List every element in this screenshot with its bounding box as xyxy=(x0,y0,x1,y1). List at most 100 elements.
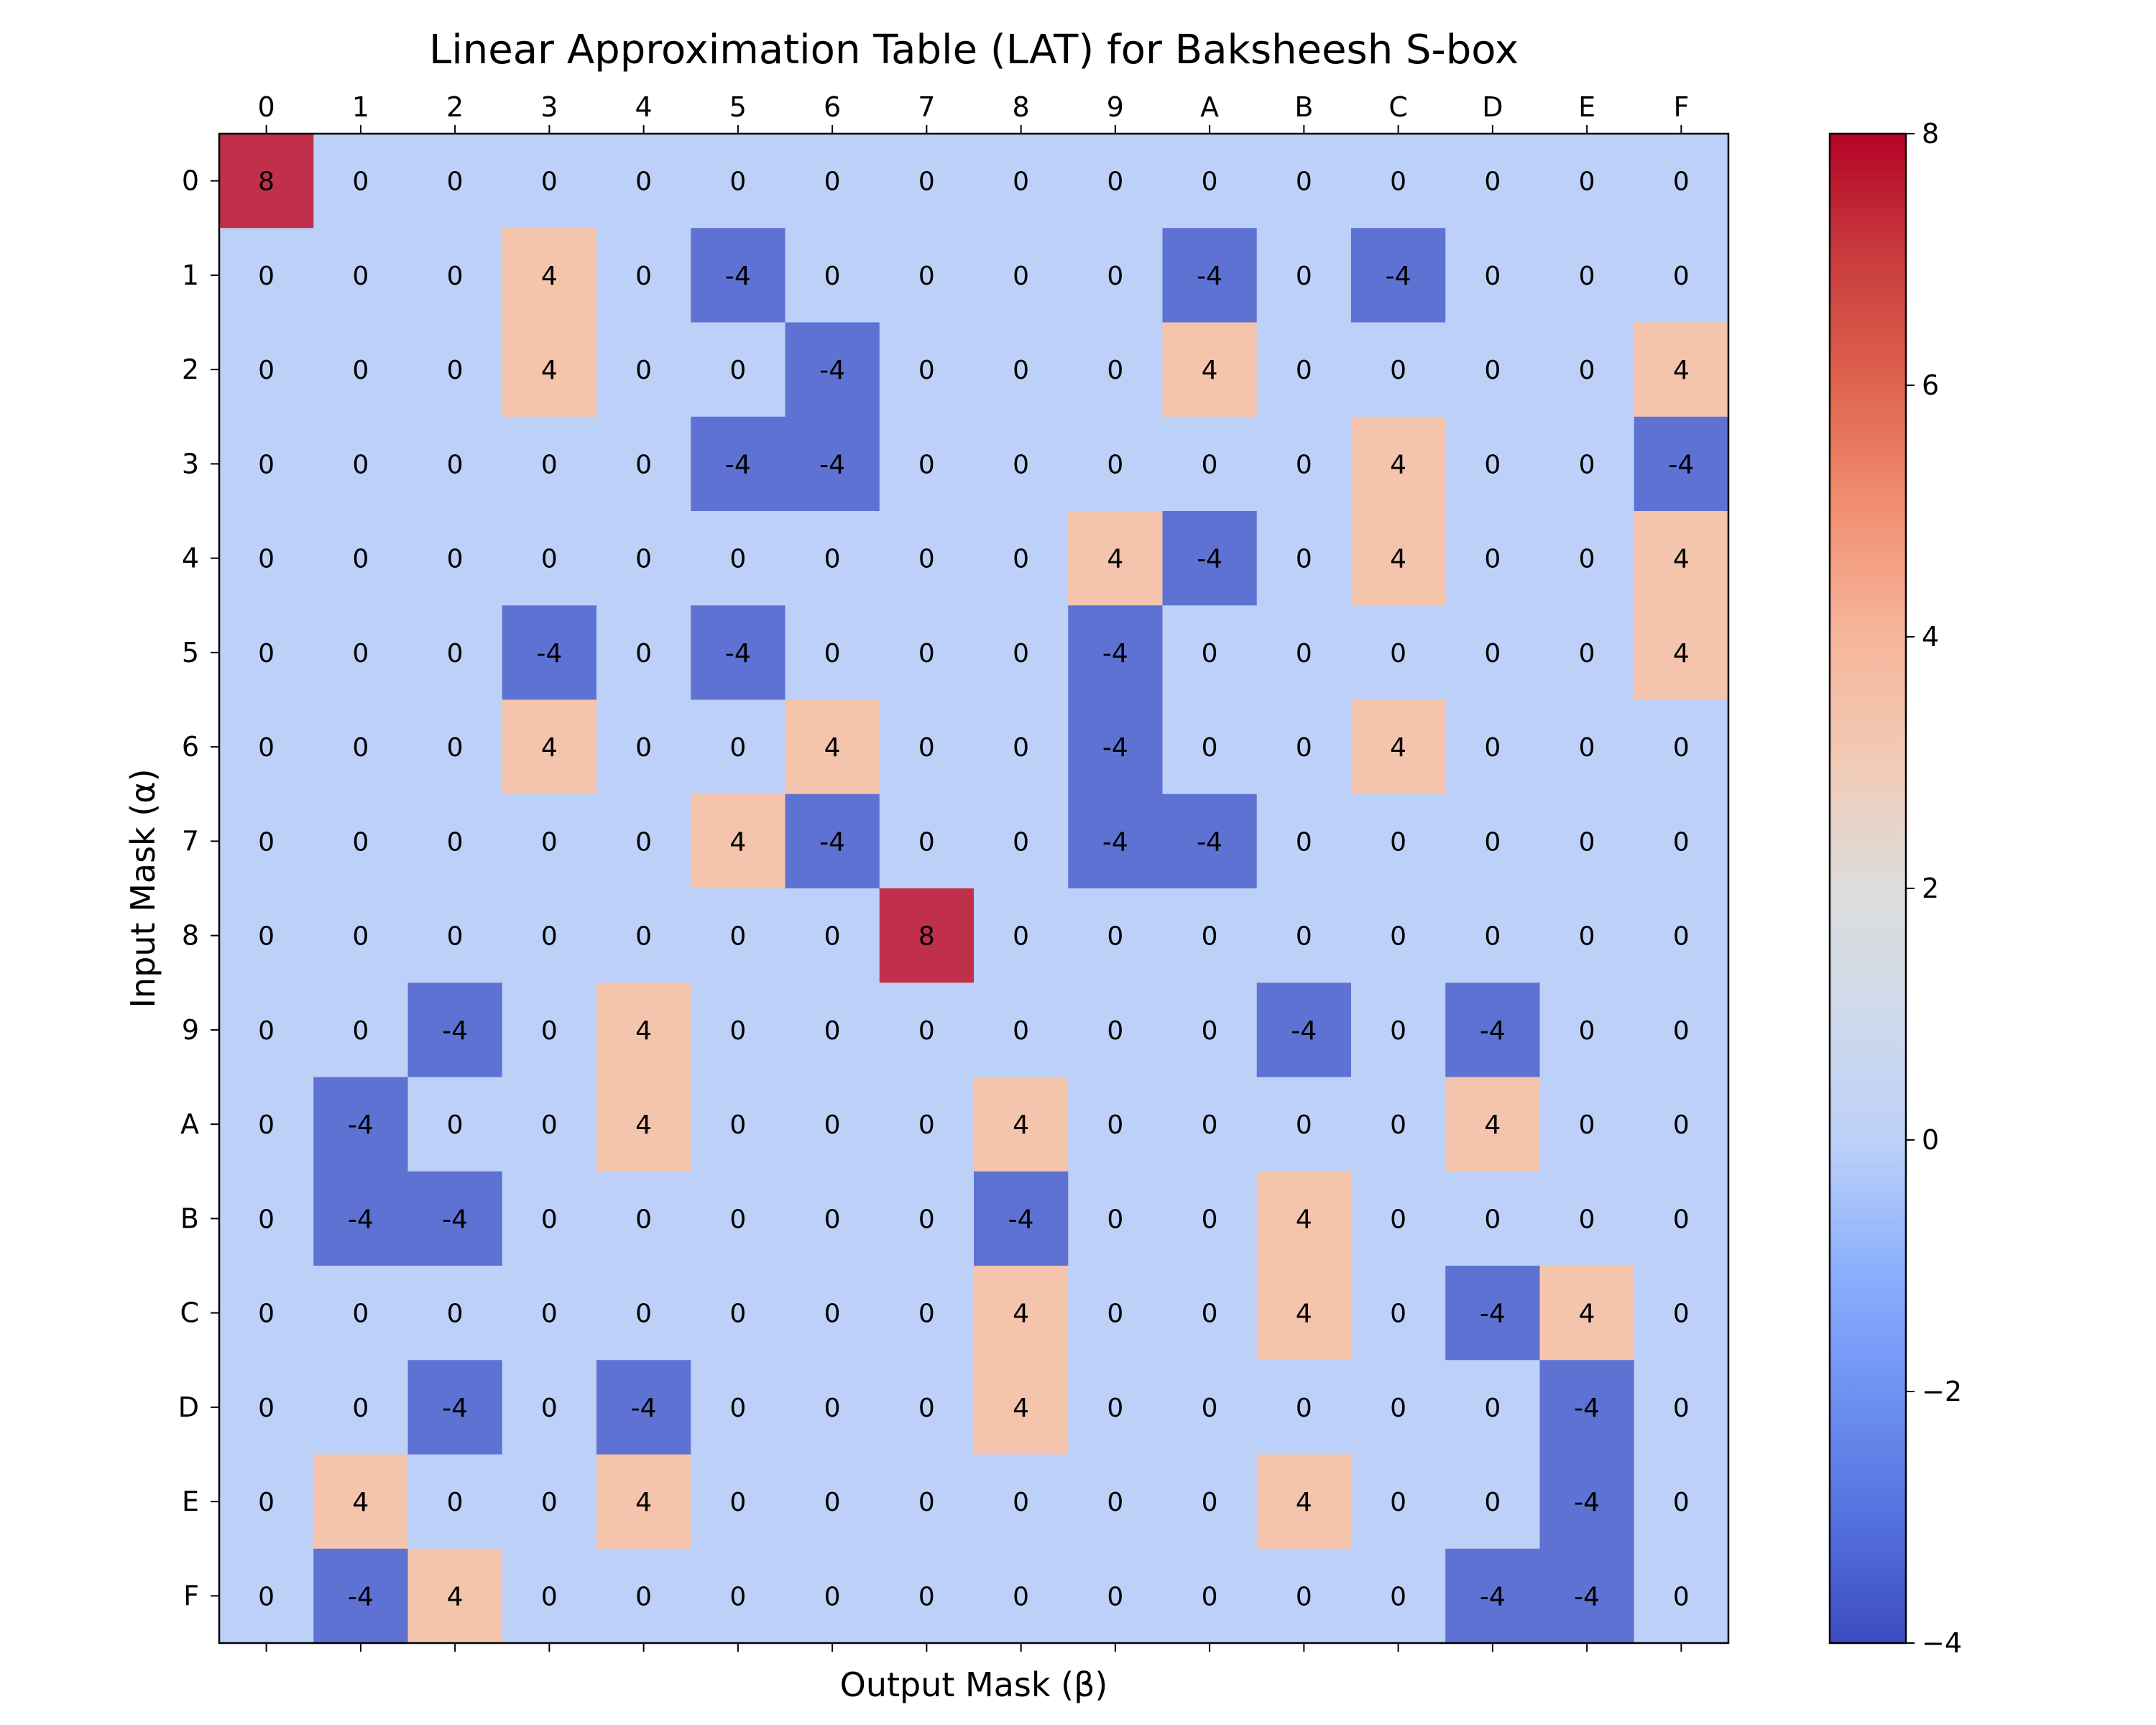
cell-value-label: 0 xyxy=(258,1300,275,1329)
heatmap-cell xyxy=(1351,1171,1446,1266)
cell-value-label: 8 xyxy=(918,922,935,952)
cell-value-label: 0 xyxy=(1673,827,1690,857)
heatmap-cell xyxy=(1068,699,1164,795)
cell-value-label: 0 xyxy=(258,1394,275,1423)
heatmap-cell xyxy=(1256,1171,1352,1266)
cell-value-label: 0 xyxy=(541,1110,558,1140)
cell-value-label: 4 xyxy=(1673,545,1690,574)
cell-value-label: 0 xyxy=(541,1300,558,1329)
cell-value-label: 4 xyxy=(635,1488,652,1517)
cell-value-label: 0 xyxy=(352,1016,369,1046)
cell-value-label: 0 xyxy=(1296,167,1312,197)
heatmap-cell xyxy=(785,134,880,229)
cell-value-label: 0 xyxy=(1673,1300,1690,1329)
heatmap-cell xyxy=(1256,322,1352,418)
cell-value-label: 0 xyxy=(1673,1488,1690,1517)
heatmap-cell xyxy=(1068,983,1164,1078)
cell-value-label: 0 xyxy=(918,450,935,479)
cell-value-label: 0 xyxy=(729,356,746,385)
cell-value-label: 0 xyxy=(258,545,275,574)
heatmap-cell xyxy=(691,983,786,1078)
cell-value-label: 4 xyxy=(1390,545,1406,574)
cell-value-label: 0 xyxy=(824,545,841,574)
cell-value-label: 0 xyxy=(1484,545,1501,574)
cell-value-label: 0 xyxy=(1296,450,1312,479)
heatmap-cell xyxy=(1351,1266,1446,1361)
cell-value-label: 0 xyxy=(1107,1300,1123,1329)
heatmap-cell xyxy=(219,794,314,889)
cell-value-label: 0 xyxy=(258,639,275,668)
cell-value-label: 0 xyxy=(1579,733,1595,763)
heatmap-cell xyxy=(313,605,409,701)
heatmap-cell xyxy=(691,605,786,701)
cell-value-label: 0 xyxy=(1673,1110,1690,1140)
cell-value-label: 0 xyxy=(1484,450,1501,479)
cell-value-label: 4 xyxy=(824,733,841,763)
cell-value-label: 4 xyxy=(1296,1300,1312,1329)
cell-value-label: 0 xyxy=(824,922,841,952)
heatmap-cell xyxy=(785,1454,880,1550)
heatmap-cell xyxy=(1162,1454,1258,1550)
y-tick-label: 7 xyxy=(182,825,199,857)
cell-value-label: 0 xyxy=(352,639,369,668)
heatmap-cell xyxy=(502,699,597,795)
heatmap-cell xyxy=(502,228,597,323)
cell-value-label: 4 xyxy=(1296,1488,1312,1517)
heatmap-cell xyxy=(691,1360,786,1455)
cell-value-label: 0 xyxy=(918,1582,935,1611)
x-tick-label: 4 xyxy=(635,91,653,123)
heatmap-cell xyxy=(1634,1360,1729,1455)
cell-value-label: 4 xyxy=(635,1110,652,1140)
y-tick-label: 6 xyxy=(182,731,199,763)
cell-value-label: 0 xyxy=(1107,262,1123,291)
cell-value-label: 0 xyxy=(824,262,841,291)
cell-value-label: -4 xyxy=(631,1394,657,1423)
cell-value-label: -4 xyxy=(1668,450,1694,479)
heatmap-cell xyxy=(596,1171,691,1266)
cell-value-label: 0 xyxy=(352,450,369,479)
cell-value-label: 4 xyxy=(1202,356,1218,385)
cell-value-label: -4 xyxy=(1480,1300,1506,1329)
heatmap-cell xyxy=(691,1266,786,1361)
heatmap-cell xyxy=(596,983,691,1078)
heatmap-cell xyxy=(785,1266,880,1361)
heatmap-cell xyxy=(1256,888,1352,983)
heatmap-cell xyxy=(879,322,975,418)
cell-value-label: 0 xyxy=(1296,1394,1312,1423)
cell-value-label: 0 xyxy=(258,1205,275,1234)
heatmap-cell xyxy=(1068,1266,1164,1361)
heatmap-cell xyxy=(502,416,597,512)
heatmap-cell xyxy=(1162,1266,1258,1361)
heatmap-cell xyxy=(879,794,975,889)
cell-value-label: 0 xyxy=(1579,167,1595,197)
x-tick-label: B xyxy=(1294,91,1313,123)
y-tick-label: 0 xyxy=(182,165,199,197)
heatmap-cell xyxy=(502,1548,597,1644)
heatmap-cell xyxy=(502,983,597,1078)
cell-value-label: -4 xyxy=(442,1205,468,1234)
cell-value-label: 0 xyxy=(541,827,558,857)
heatmap-cell xyxy=(1445,134,1541,229)
heatmap-cell xyxy=(1162,1360,1258,1455)
x-tick-label: A xyxy=(1200,91,1219,123)
colorbar-tick-label: 2 xyxy=(1922,873,1939,904)
heatmap-cell xyxy=(785,1077,880,1172)
heatmap-cell xyxy=(1445,1548,1541,1644)
heatmap-cell xyxy=(879,888,975,983)
heatmap-cell xyxy=(1256,1077,1352,1172)
cell-value-label: 0 xyxy=(1107,1394,1123,1423)
cell-value-label: 8 xyxy=(258,167,275,197)
cell-value-label: -4 xyxy=(1480,1016,1506,1046)
cell-value-label: 0 xyxy=(635,356,652,385)
cell-value-label: 0 xyxy=(635,545,652,574)
cell-value-label: 0 xyxy=(352,922,369,952)
cell-value-label: 4 xyxy=(541,262,558,291)
heatmap-cell xyxy=(1539,1077,1635,1172)
y-tick-label: D xyxy=(178,1392,199,1423)
heatmap-cell xyxy=(1634,511,1729,606)
heatmap-cell xyxy=(1634,416,1729,512)
heatmap-cell xyxy=(1068,322,1164,418)
heatmap-cell xyxy=(219,1077,314,1172)
cell-value-label: -4 xyxy=(819,356,845,385)
cell-value-label: 0 xyxy=(1013,1488,1029,1517)
